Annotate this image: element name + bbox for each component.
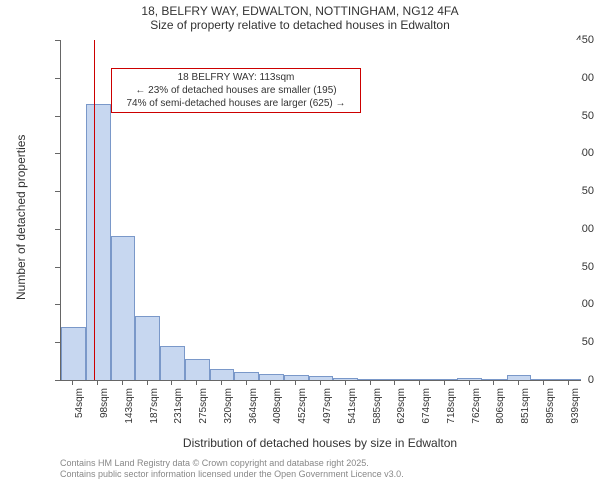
xtick-mark <box>221 380 222 385</box>
xtick-label: 718sqm <box>446 388 457 428</box>
xtick-label: 187sqm <box>149 388 160 428</box>
xtick-mark <box>444 380 445 385</box>
xtick-mark <box>568 380 569 385</box>
x-axis-label: Distribution of detached houses by size … <box>60 436 580 450</box>
xtick-mark <box>518 380 519 385</box>
histogram-bar <box>210 369 235 380</box>
chart-container: 18, BELFRY WAY, EDWALTON, NOTTINGHAM, NG… <box>0 0 600 500</box>
xtick-mark <box>295 380 296 385</box>
xtick-mark <box>469 380 470 385</box>
xtick-label: 762sqm <box>471 388 482 428</box>
reference-line <box>94 40 95 380</box>
xtick-label: 585sqm <box>372 388 383 428</box>
xtick-mark <box>493 380 494 385</box>
annotation-line-3: 74% of semi-detached houses are larger (… <box>116 97 356 110</box>
xtick-mark <box>419 380 420 385</box>
xtick-mark <box>246 380 247 385</box>
footer-line-1: Contains HM Land Registry data © Crown c… <box>60 458 404 469</box>
xtick-mark <box>345 380 346 385</box>
xtick-label: 806sqm <box>495 388 506 428</box>
histogram-bar <box>358 379 383 381</box>
annotation-line-1: 18 BELFRY WAY: 113sqm <box>116 71 356 84</box>
xtick-mark <box>171 380 172 385</box>
xtick-label: 629sqm <box>396 388 407 428</box>
xtick-mark <box>543 380 544 385</box>
xtick-label: 143sqm <box>124 388 135 428</box>
histogram-bar <box>259 374 284 380</box>
xtick-label: 98sqm <box>99 388 110 428</box>
xtick-mark <box>147 380 148 385</box>
xtick-mark <box>370 380 371 385</box>
xtick-label: 408sqm <box>272 388 283 428</box>
histogram-bar <box>111 236 136 380</box>
xtick-label: 452sqm <box>297 388 308 428</box>
xtick-label: 674sqm <box>421 388 432 428</box>
histogram-bar <box>61 327 86 380</box>
title-line-2: Size of property relative to detached ho… <box>0 18 600 32</box>
xtick-mark <box>394 380 395 385</box>
annotation-box: 18 BELFRY WAY: 113sqm ← 23% of detached … <box>111 68 361 113</box>
histogram-bar <box>160 346 185 380</box>
xtick-mark <box>72 380 73 385</box>
xtick-mark <box>122 380 123 385</box>
xtick-label: 364sqm <box>248 388 259 428</box>
xtick-label: 851sqm <box>520 388 531 428</box>
xtick-mark <box>320 380 321 385</box>
xtick-label: 275sqm <box>198 388 209 428</box>
histogram-bar <box>531 379 556 380</box>
xtick-label: 541sqm <box>347 388 358 428</box>
xtick-label: 497sqm <box>322 388 333 428</box>
xtick-mark <box>196 380 197 385</box>
xtick-label: 320sqm <box>223 388 234 428</box>
histogram-bar <box>457 378 482 380</box>
xtick-label: 939sqm <box>570 388 581 428</box>
plot-area: 18 BELFRY WAY: 113sqm ← 23% of detached … <box>60 40 581 381</box>
histogram-bar <box>432 379 457 380</box>
xtick-mark <box>270 380 271 385</box>
histogram-bar <box>86 104 111 380</box>
xtick-label: 895sqm <box>545 388 556 428</box>
xtick-label: 231sqm <box>173 388 184 428</box>
title-block: 18, BELFRY WAY, EDWALTON, NOTTINGHAM, NG… <box>0 4 600 33</box>
footer: Contains HM Land Registry data © Crown c… <box>60 458 404 480</box>
histogram-bar <box>135 316 160 380</box>
histogram-bar <box>556 379 581 380</box>
histogram-bar <box>333 378 358 380</box>
histogram-bar <box>234 372 259 380</box>
title-line-1: 18, BELFRY WAY, EDWALTON, NOTTINGHAM, NG… <box>0 4 600 18</box>
y-axis-label: Number of detached properties <box>14 135 28 300</box>
xtick-label: 54sqm <box>74 388 85 428</box>
annotation-line-2: ← 23% of detached houses are smaller (19… <box>116 84 356 97</box>
xtick-mark <box>97 380 98 385</box>
histogram-bar <box>185 359 210 380</box>
footer-line-2: Contains public sector information licen… <box>60 469 404 480</box>
